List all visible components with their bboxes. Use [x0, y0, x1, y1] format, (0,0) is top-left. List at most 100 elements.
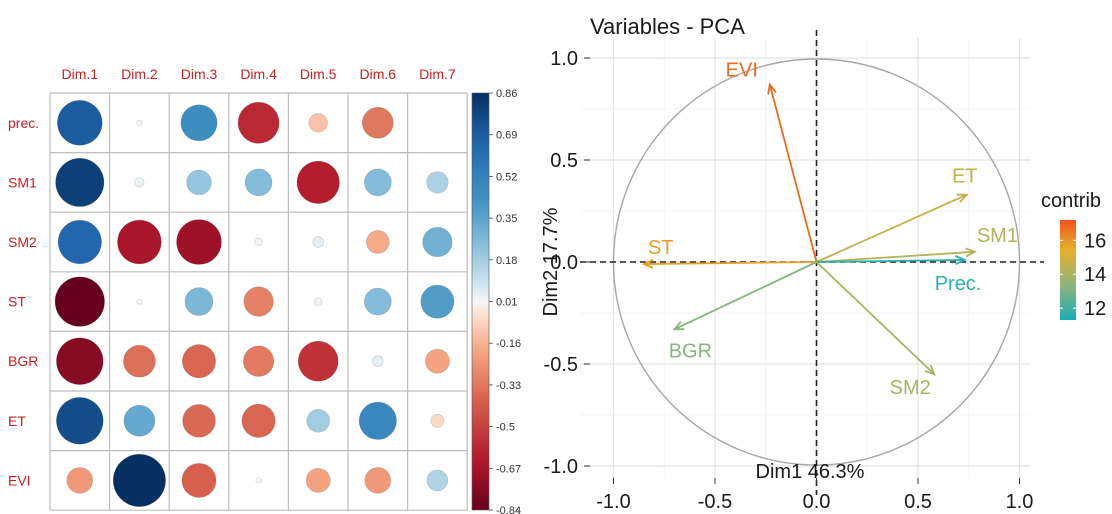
colorbar-tick-label: -0.67: [496, 463, 521, 475]
row-label: ET: [8, 413, 26, 429]
correlation-circle: [366, 230, 390, 254]
correlation-circle: [420, 284, 455, 319]
variable-label: ST: [648, 237, 674, 259]
colorbar-tick-label: 0.86: [496, 88, 517, 100]
row-label: ST: [8, 294, 26, 310]
correlation-circle: [372, 355, 384, 367]
correlation-circle: [186, 169, 212, 196]
correlation-circle: [314, 297, 323, 306]
arrow-head: [672, 321, 685, 331]
correlation-circle: [425, 348, 450, 374]
color-scale-bar: 0.86 0.69 0.52 0.35 0.18 0.01 -0.16 -0.33 -0.5 -0…: [471, 88, 521, 514]
row-label: prec.: [8, 115, 39, 131]
y-tick-label: 0.5: [550, 150, 578, 172]
variable-label: EVI: [726, 60, 758, 82]
correlation-circle: [237, 101, 280, 144]
correlation-circle: [117, 219, 162, 265]
legend-tick-label: 12: [1084, 298, 1106, 320]
arrow-shaft: [816, 250, 975, 263]
y-axis-label: Dim2 17.7%: [540, 207, 562, 316]
arrow-shaft: [768, 84, 818, 263]
arrow-head: [956, 193, 969, 203]
variable-label: Prec.: [935, 273, 982, 295]
correlation-circle: [312, 236, 324, 248]
x-tick-label: 0.5: [904, 491, 932, 513]
column-header: Dim.4: [240, 66, 277, 82]
y-tick-label: 1.0: [550, 48, 578, 70]
correlation-circle: [361, 106, 394, 139]
correlation-circle: [176, 219, 222, 265]
x-tick-label: 0.0: [803, 491, 831, 513]
arrow-shaft: [674, 261, 817, 331]
row-label: SM1: [8, 174, 37, 190]
correlation-circle: [182, 344, 216, 379]
correlation-circle: [66, 467, 94, 494]
row-label: BGR: [8, 353, 38, 369]
correlation-circle: [306, 409, 330, 433]
correlation-circle: [55, 157, 105, 207]
correlation-circles: [54, 100, 455, 507]
correlation-circle: [123, 404, 156, 437]
axis-ticks: -1.0 -0.5 0.0 0.5 1.0 1.0 0.5 0.0 -0.5 -1.0: [544, 48, 1034, 513]
correlation-circle: [430, 413, 445, 428]
column-header: Dim.7: [419, 66, 456, 82]
correlation-circle: [241, 403, 276, 438]
legend-colorbar: [1060, 220, 1076, 320]
row-label: SM2: [8, 234, 37, 250]
correlation-circle: [56, 337, 104, 385]
column-header: Dim.3: [181, 66, 218, 82]
x-tick-label: -1.0: [596, 491, 630, 513]
colorbar-tick-label: 0.35: [496, 213, 517, 225]
correlation-circle: [54, 276, 105, 327]
correlation-circle: [255, 477, 262, 484]
arrow-head: [955, 255, 967, 265]
correlation-circle: [363, 287, 392, 316]
matrix-grid: [49, 92, 468, 511]
y-tick-label: -0.5: [544, 354, 578, 376]
correlation-circle: [134, 177, 145, 188]
legend-title: contrib: [1041, 190, 1101, 212]
colorbar-tick-label: -0.33: [496, 380, 521, 392]
colorbar-tick-label: -0.5: [496, 422, 515, 434]
arrow-shaft: [815, 261, 935, 375]
correlation-circle: [56, 397, 104, 445]
arrow-head: [641, 259, 654, 269]
correlation-circle: [136, 119, 143, 126]
x-axis-label: Dim1 46.3%: [756, 461, 865, 483]
column-header: Dim.1: [62, 66, 99, 82]
correlation-circle: [182, 404, 216, 438]
correlation-circle: [243, 286, 274, 317]
arrow-head: [767, 82, 777, 95]
correlation-circle: [358, 401, 397, 440]
chart-title: Variables - PCA: [590, 14, 745, 39]
correlation-circle: [112, 453, 166, 507]
row-labels: prec. SM1 SM2 ST BGR ET EVI: [8, 115, 39, 489]
correlation-circle: [305, 468, 331, 493]
correlation-circle: [422, 226, 453, 258]
variable-arrows: [641, 82, 978, 376]
colorbar-tick-label: 0.18: [496, 255, 517, 267]
correlation-circle: [426, 171, 449, 194]
correlation-circle: [244, 168, 273, 197]
colorbar-rect: [471, 92, 490, 511]
arrow-shaft: [816, 193, 968, 263]
legend-tick-label: 16: [1084, 230, 1106, 252]
colorbar-tick-label: 0.01: [496, 297, 517, 309]
column-header: Dim.2: [121, 66, 158, 82]
correlation-circle: [297, 340, 339, 382]
colorbar-tick-label: -0.84: [496, 505, 521, 514]
x-tick-label: 1.0: [1006, 491, 1034, 513]
correlation-circle: [184, 287, 214, 316]
contrib-legend: contrib 16 14 12: [1041, 190, 1106, 320]
row-label: EVI: [8, 472, 31, 488]
y-tick-label: -1.0: [544, 456, 578, 478]
correlation-circle: [57, 219, 102, 265]
column-header: Dim.6: [360, 66, 397, 82]
correlation-circle: [57, 100, 103, 146]
correlation-circle: [364, 467, 392, 494]
column-header: Dim.5: [300, 66, 337, 82]
correlation-circle: [426, 469, 449, 492]
legend-tick-label: 14: [1084, 264, 1106, 286]
arrow-shaft: [816, 259, 965, 263]
correlation-circle: [308, 113, 328, 133]
